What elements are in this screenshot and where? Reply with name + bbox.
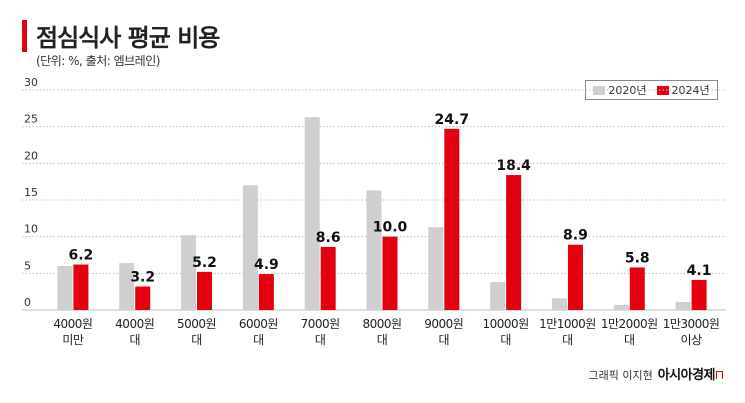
bar-2024	[691, 279, 707, 310]
x-tick-label: 1만3000원	[663, 317, 720, 331]
x-tick-label: 7000원	[301, 317, 340, 331]
x-tick-label: 대	[562, 333, 573, 347]
bar-2020	[428, 227, 444, 310]
data-label: 8.9	[563, 228, 588, 244]
data-label: 4.1	[687, 263, 712, 279]
y-tick-label: 10	[24, 223, 38, 236]
bar-2020	[366, 190, 382, 310]
bar-2024	[444, 128, 460, 310]
data-label: 24.7	[435, 112, 470, 128]
bar-2024	[258, 274, 274, 310]
bar-2020	[304, 117, 320, 310]
x-tick-label: 1만2000원	[601, 317, 658, 331]
bar-2020	[613, 304, 629, 310]
title-accent-bar	[22, 20, 27, 52]
data-label: 8.6	[316, 230, 341, 246]
x-tick-label: 미만	[62, 333, 84, 347]
bar-2024	[506, 175, 522, 310]
y-tick-label: 30	[24, 76, 38, 89]
data-label: 18.4	[496, 158, 531, 174]
x-tick-label: 4000원	[115, 317, 154, 331]
brand-logo: 아시아경제	[658, 364, 723, 383]
bar-2020	[181, 235, 197, 310]
chart-subtitle: (단위: %, 출처: 엠브레인)	[36, 54, 160, 68]
legend-swatch-2020	[593, 85, 606, 95]
bar-2024	[197, 271, 213, 310]
y-tick-label: 25	[24, 113, 38, 126]
x-tick-label: 대	[377, 333, 388, 347]
x-tick-label: 4000원	[53, 317, 92, 331]
bar-2020	[675, 301, 691, 310]
data-label: 4.9	[254, 257, 279, 273]
data-label: 6.2	[69, 248, 94, 264]
data-label: 10.0	[373, 220, 408, 236]
bar-2024	[320, 246, 336, 310]
y-tick-label: 5	[24, 259, 31, 272]
x-tick-label: 1만1000원	[539, 317, 596, 331]
x-tick-label: 대	[253, 333, 264, 347]
chart-title: 점심식사 평균 비용	[36, 24, 220, 52]
x-tick-label: 대	[129, 333, 140, 347]
bar-2020	[490, 282, 506, 310]
x-tick-label: 5000원	[177, 317, 216, 331]
data-label: 5.8	[625, 250, 650, 266]
bar-2020	[57, 266, 73, 310]
bar-2024	[382, 236, 398, 310]
data-label: 3.2	[130, 270, 155, 286]
brand-mark-icon	[716, 371, 723, 379]
x-tick-label: 대	[500, 333, 511, 347]
bar-2024	[73, 264, 89, 310]
y-tick-label: 0	[24, 296, 31, 309]
data-label: 5.2	[192, 255, 217, 271]
x-tick-label: 9000원	[424, 317, 463, 331]
bar-2024	[135, 286, 151, 310]
bar-2024	[629, 267, 645, 310]
bar-2020	[119, 263, 135, 310]
x-tick-label: 8000원	[362, 317, 401, 331]
bar-2020	[242, 185, 258, 310]
x-tick-label: 이상	[681, 333, 703, 347]
x-tick-label: 6000원	[239, 317, 278, 331]
graphic-credit: 그래픽 이지현	[588, 369, 653, 382]
legend-item-2020: 2020년	[593, 82, 647, 98]
bar-2024	[567, 244, 583, 310]
y-tick-label: 15	[24, 186, 38, 199]
credit-line: 그래픽 이지현 아시아경제	[588, 364, 723, 383]
y-tick-label: 20	[24, 149, 38, 162]
x-tick-label: 10000원	[483, 317, 529, 331]
bar-2020	[551, 298, 567, 310]
x-tick-label: 대	[624, 333, 635, 347]
x-tick-label: 대	[315, 333, 326, 347]
x-tick-label: 대	[439, 333, 450, 347]
legend-label-2020: 2020년	[608, 84, 647, 97]
x-tick-label: 대	[191, 333, 202, 347]
